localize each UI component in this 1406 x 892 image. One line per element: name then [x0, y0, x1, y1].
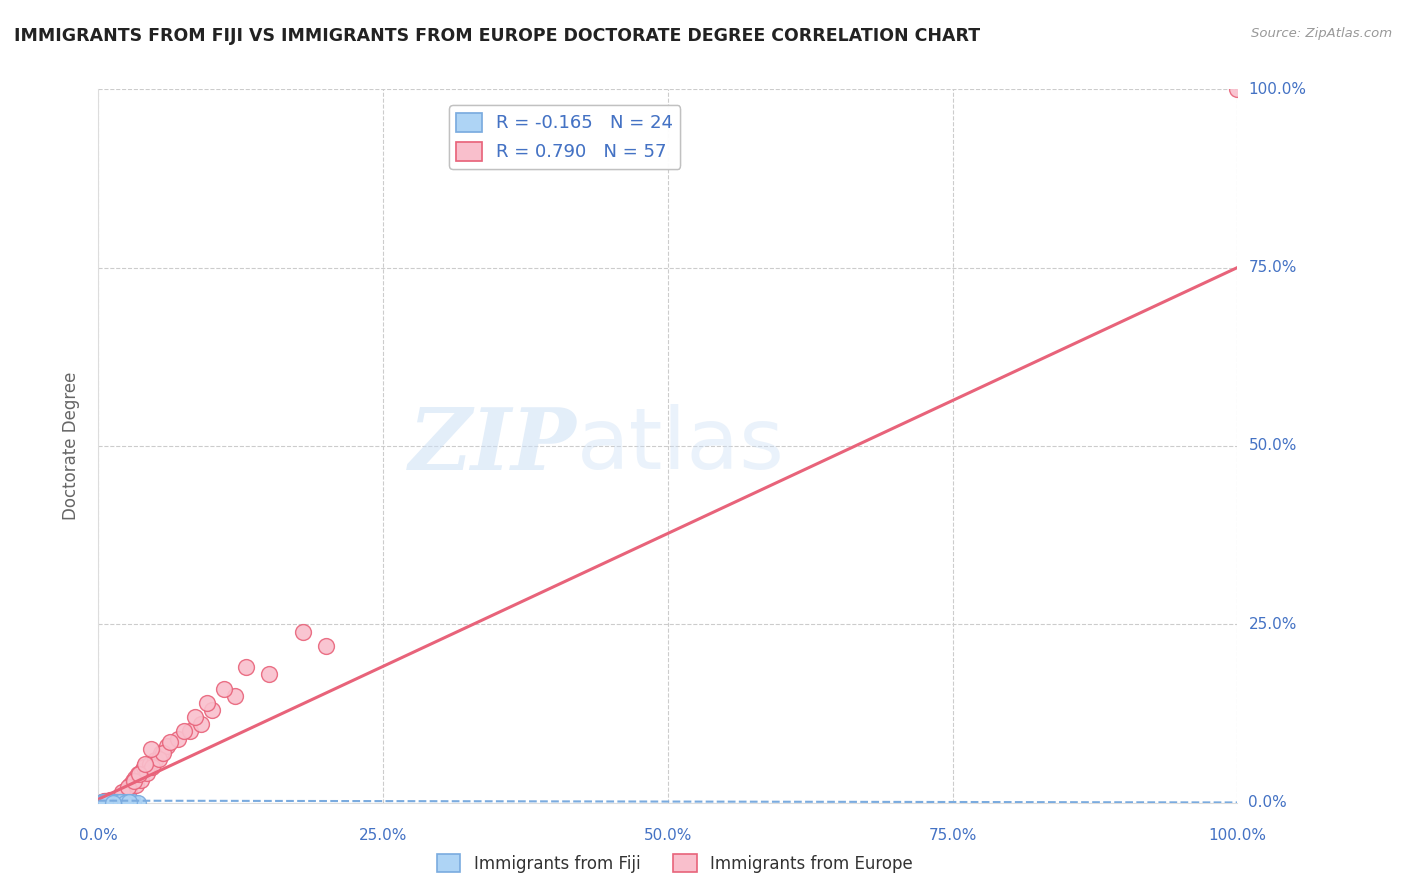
Text: 50.0%: 50.0% — [644, 828, 692, 843]
Point — [127, 796, 149, 810]
Point — [122, 774, 145, 789]
Point — [103, 793, 125, 807]
Point — [110, 795, 132, 809]
Point — [129, 772, 152, 787]
Point — [108, 790, 131, 805]
Text: 0.0%: 0.0% — [1249, 796, 1286, 810]
Point — [117, 780, 139, 794]
Point — [141, 760, 163, 774]
Point — [150, 746, 173, 760]
Point — [125, 778, 148, 792]
Point — [90, 795, 112, 809]
Point — [104, 792, 127, 806]
Point — [184, 710, 207, 724]
Point — [93, 794, 115, 808]
Text: 25.0%: 25.0% — [359, 828, 408, 843]
Point — [145, 753, 167, 767]
Point — [201, 703, 224, 717]
Point — [90, 796, 112, 810]
Point — [190, 717, 212, 731]
Point — [93, 795, 115, 809]
Point — [101, 796, 124, 810]
Point — [148, 751, 170, 765]
Text: atlas: atlas — [576, 404, 785, 488]
Point — [121, 774, 143, 789]
Point — [1226, 82, 1249, 96]
Point — [96, 796, 118, 810]
Point — [114, 796, 136, 810]
Point — [136, 765, 159, 780]
Point — [292, 624, 315, 639]
Point — [121, 796, 143, 810]
Point — [108, 796, 131, 810]
Point — [101, 794, 124, 808]
Point — [132, 760, 155, 774]
Point — [103, 796, 125, 810]
Point — [156, 739, 179, 753]
Point — [118, 796, 141, 810]
Point — [108, 796, 131, 810]
Point — [195, 696, 218, 710]
Point — [212, 681, 235, 696]
Point — [138, 756, 160, 771]
Legend: Immigrants from Fiji, Immigrants from Europe: Immigrants from Fiji, Immigrants from Eu… — [430, 847, 920, 880]
Point — [152, 746, 174, 760]
Text: 100.0%: 100.0% — [1208, 828, 1267, 843]
Point — [259, 667, 281, 681]
Point — [131, 764, 153, 778]
Point — [139, 742, 162, 756]
Text: 75.0%: 75.0% — [1249, 260, 1296, 275]
Point — [315, 639, 337, 653]
Point — [100, 795, 122, 809]
Point — [96, 794, 118, 808]
Point — [124, 771, 146, 785]
Point — [167, 731, 190, 746]
Point — [111, 785, 134, 799]
Point — [120, 796, 142, 810]
Text: 0.0%: 0.0% — [79, 828, 118, 843]
Point — [107, 791, 129, 805]
Point — [98, 793, 121, 807]
Text: 100.0%: 100.0% — [1249, 82, 1306, 96]
Y-axis label: Doctorate Degree: Doctorate Degree — [62, 372, 80, 520]
Point — [115, 781, 138, 796]
Point — [127, 767, 149, 781]
Point — [224, 689, 246, 703]
Point — [96, 794, 118, 808]
Point — [94, 794, 117, 808]
Point — [120, 778, 142, 792]
Text: 50.0%: 50.0% — [1249, 439, 1296, 453]
Point — [159, 735, 181, 749]
Point — [94, 796, 117, 810]
Point — [96, 796, 118, 810]
Point — [128, 767, 150, 781]
Point — [98, 795, 121, 809]
Point — [100, 793, 122, 807]
Point — [97, 794, 120, 808]
Point — [104, 796, 127, 810]
Point — [103, 796, 125, 810]
Point — [118, 783, 141, 797]
Point — [173, 724, 195, 739]
Legend: R = -0.165   N = 24, R = 0.790   N = 57: R = -0.165 N = 24, R = 0.790 N = 57 — [449, 105, 681, 169]
Point — [105, 790, 128, 805]
Text: ZIP: ZIP — [409, 404, 576, 488]
Point — [112, 785, 135, 799]
Text: Source: ZipAtlas.com: Source: ZipAtlas.com — [1251, 27, 1392, 40]
Point — [114, 787, 136, 801]
Point — [105, 795, 128, 809]
Point — [179, 724, 201, 739]
Point — [115, 796, 138, 810]
Point — [90, 796, 112, 810]
Text: 25.0%: 25.0% — [1249, 617, 1296, 632]
Point — [91, 795, 114, 809]
Point — [235, 660, 257, 674]
Point — [110, 789, 132, 803]
Text: 75.0%: 75.0% — [928, 828, 977, 843]
Text: IMMIGRANTS FROM FIJI VS IMMIGRANTS FROM EUROPE DOCTORATE DEGREE CORRELATION CHAR: IMMIGRANTS FROM FIJI VS IMMIGRANTS FROM … — [14, 27, 980, 45]
Point — [134, 756, 156, 771]
Point — [91, 796, 114, 810]
Point — [112, 796, 135, 810]
